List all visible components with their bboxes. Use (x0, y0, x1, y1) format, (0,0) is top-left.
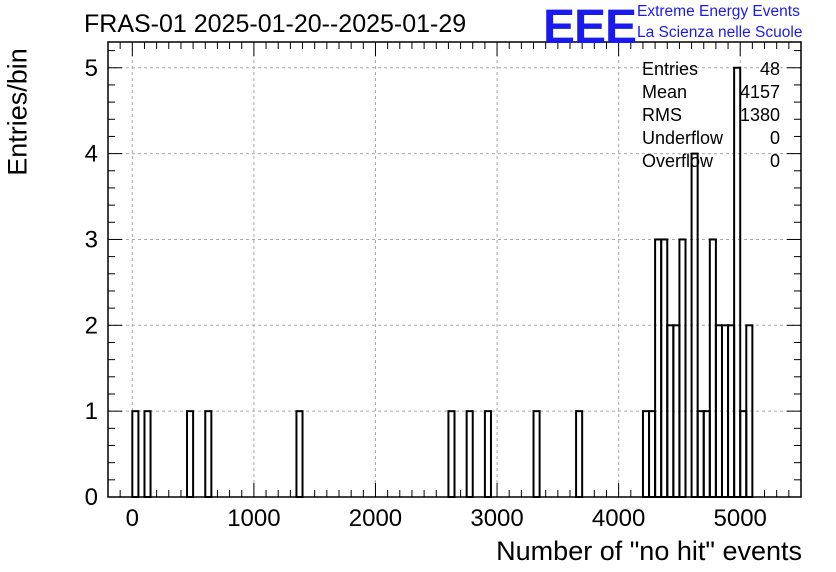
histogram-bin (532, 410, 541, 498)
x-tick-label: 2000 (349, 505, 402, 532)
stat-value: 4157 (739, 82, 780, 102)
eee-logo: EEE (543, 1, 637, 54)
histogram-bin (131, 410, 140, 498)
histogram-bin (678, 238, 687, 499)
stats-box: Entries 48 Mean 4157 RMS 1380 Underflow 0 Ov… (642, 59, 780, 174)
stat-value: 0 (769, 128, 780, 148)
stat-label: Entries (642, 59, 699, 79)
histogram-bin (204, 410, 213, 498)
histogram-bin (143, 410, 152, 498)
histogram-bin (483, 410, 492, 498)
stat-row-rms: RMS 1380 (642, 105, 780, 128)
plot-frame (107, 41, 802, 498)
stat-label: Mean (642, 82, 688, 102)
x-axis-label: Number of "no hit" events (496, 536, 802, 566)
stat-row-overflow: Overflow 0 (642, 151, 780, 174)
histogram-bin (186, 410, 195, 498)
stat-row-underflow: Underflow 0 (642, 128, 780, 151)
logo-line-1: Extreme Energy Events (637, 3, 800, 20)
y-axis-label: Entries/bin (2, 48, 33, 176)
logo-line-2: La Scienza nelle Scuole (637, 24, 803, 41)
y-tick-label: 3 (85, 226, 98, 253)
y-tick-label: 0 (85, 484, 98, 511)
histogram-bin (295, 410, 304, 498)
x-tick-label: 5000 (714, 505, 767, 532)
x-tick-label: 1000 (227, 505, 280, 532)
stat-row-mean: Mean 4157 (642, 82, 780, 105)
histogram-bin (465, 410, 474, 498)
histogram-bin (447, 410, 456, 498)
x-tick-label: 0 (126, 505, 139, 532)
chart-title: FRAS-01 2025-01-20--2025-01-29 (84, 10, 467, 38)
stat-value: 48 (759, 59, 780, 79)
stat-value: 0 (769, 151, 780, 171)
histogram-bin (575, 410, 584, 498)
y-tick-label: 4 (85, 141, 98, 168)
y-tick-label: 1 (85, 398, 98, 425)
x-tick-label: 4000 (592, 505, 645, 532)
stat-label: RMS (642, 105, 682, 125)
y-tick-label: 2 (85, 312, 98, 339)
y-tick-label: 5 (85, 55, 98, 82)
stat-label: Overflow (642, 151, 714, 171)
stat-row-entries: Entries 48 (642, 59, 780, 82)
x-tick-label: 3000 (470, 505, 523, 532)
stat-label: Underflow (642, 128, 724, 148)
histogram-bin (745, 324, 754, 498)
stat-value: 1380 (739, 105, 780, 125)
